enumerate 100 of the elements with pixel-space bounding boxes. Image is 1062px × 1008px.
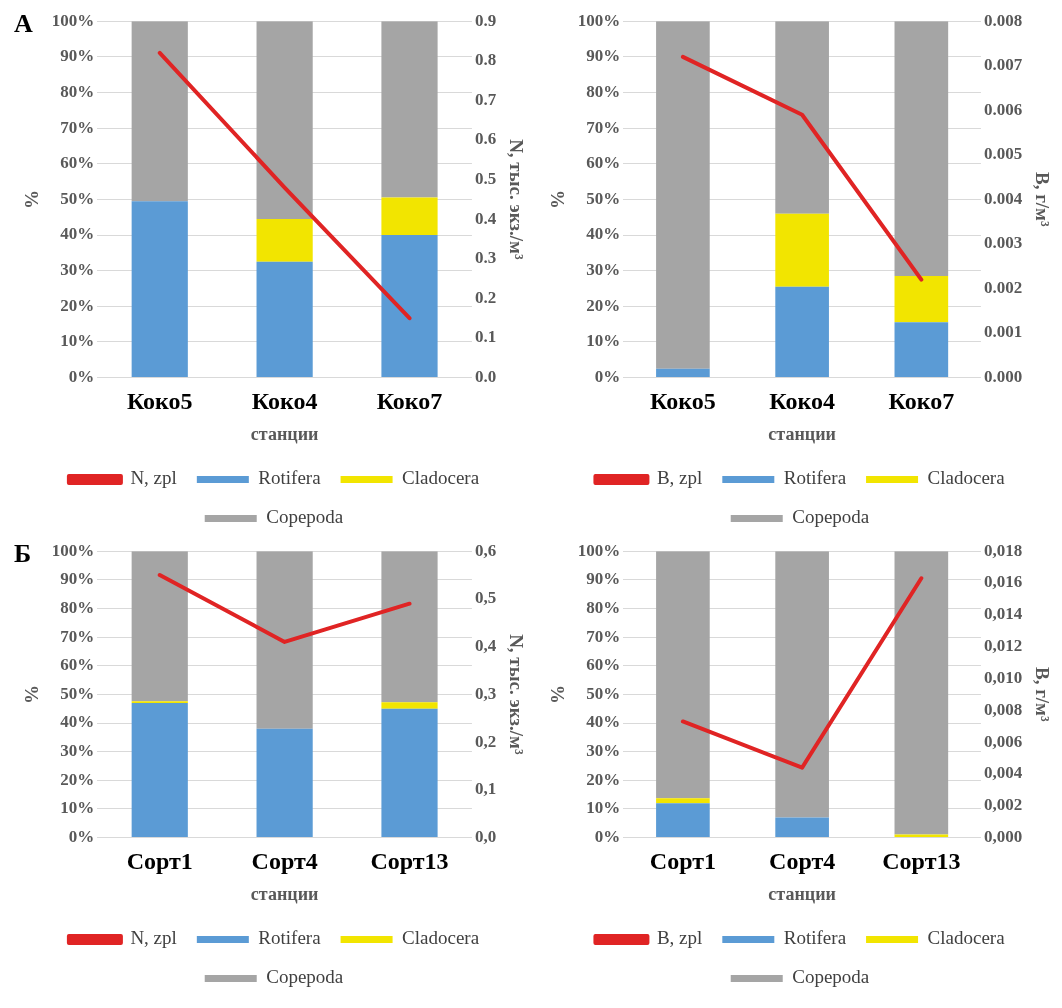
y2-tick-label: 0.7 (474, 89, 497, 109)
legend-label: Cladocera (927, 927, 1006, 949)
bar (131, 702, 188, 838)
x-tick-label: Коко4 (769, 388, 835, 415)
x-tick-label: Коко4 (251, 388, 318, 415)
y-tick-label: 40% (60, 224, 95, 244)
y2-tick-label: 0.9 (474, 10, 497, 30)
legend-label: B, zpl (656, 467, 703, 489)
bar (656, 551, 710, 799)
x-axis-title: станции (768, 423, 836, 444)
legend-label: Rotifera (783, 927, 847, 949)
y2-tick-label: 0,012 (983, 636, 1023, 656)
bar (256, 219, 313, 262)
y2-tick-label: 0,018 (983, 540, 1023, 560)
bar (656, 798, 710, 804)
y-tick-label: 80% (60, 597, 95, 617)
y-tick-label: 20% (586, 295, 621, 315)
x-tick-label: Сорт13 (882, 848, 961, 875)
y2-tick-label: 0,004 (983, 763, 1023, 783)
bar (381, 235, 438, 378)
bar (775, 817, 829, 838)
y2-tick-label: 0.5 (474, 168, 497, 188)
bar (256, 261, 313, 378)
bar (775, 21, 829, 214)
y2-tick-label: 0,006 (983, 731, 1023, 751)
bar (894, 276, 949, 323)
legend-label: Cladocera (927, 467, 1006, 489)
legend-label: Rotifera (783, 467, 847, 489)
legend-label: Copepoda (266, 966, 344, 988)
y-tick-label: 30% (586, 260, 621, 280)
y-tick-label: 60% (586, 655, 621, 675)
y-tick-label: 60% (60, 153, 95, 173)
y2-tick-label: 0.1 (474, 327, 497, 347)
y2-tick-label: 0.3 (474, 248, 497, 268)
y2-tick-label: 0,6 (474, 540, 497, 560)
legend-label: Rotifera (258, 927, 322, 949)
y-tick-label: 30% (586, 741, 621, 761)
x-tick-label: Коко5 (650, 388, 716, 415)
bar (381, 197, 438, 236)
bar (256, 551, 313, 729)
bar (381, 21, 438, 198)
bar (256, 728, 313, 838)
y-tick-label: 100% (577, 540, 621, 560)
y2-tick-label: 0.4 (474, 208, 497, 228)
bar (656, 368, 710, 378)
bar (894, 21, 949, 277)
y-tick-label: 60% (586, 153, 621, 173)
x-tick-label: Коко7 (888, 388, 955, 415)
y2-tick-label: 0.005 (983, 144, 1023, 164)
y2-tick-label: 0.000 (983, 366, 1023, 386)
y-tick-label: 60% (60, 655, 95, 675)
y-tick-label: 80% (586, 597, 621, 617)
y2-tick-label: 0.007 (983, 55, 1023, 75)
text: Б (14, 538, 32, 568)
y2-axis-title: N, тыс. экз./м³ (505, 139, 527, 260)
legend-label: Copepoda (792, 966, 870, 988)
legend-label: Cladocera (402, 927, 480, 949)
x-axis-title: станции (250, 423, 319, 444)
y2-tick-label: 0.8 (474, 50, 497, 70)
x-axis-title: станции (768, 883, 836, 904)
y-tick-label: 90% (60, 46, 95, 66)
y-tick-label: 80% (60, 81, 95, 101)
bar (381, 551, 438, 703)
y2-tick-label: 0.002 (983, 277, 1023, 297)
y-tick-label: 40% (586, 712, 621, 732)
y-tick-label: 10% (60, 798, 95, 818)
y-tick-label: 100% (51, 540, 95, 560)
y-tick-label: 30% (60, 260, 95, 280)
y-tick-label: 20% (60, 295, 95, 315)
bar (381, 708, 438, 838)
y-tick-label: 100% (51, 10, 95, 30)
y-tick-label: 50% (60, 683, 95, 703)
y-axis-title: % (21, 684, 43, 704)
y2-tick-label: 0,000 (983, 826, 1023, 846)
y-tick-label: 70% (586, 626, 621, 646)
y2-axis-title: N, тыс. экз./м³ (505, 634, 527, 755)
y-tick-label: 40% (60, 712, 95, 732)
y2-tick-label: 0,2 (474, 731, 497, 751)
y-tick-label: 70% (60, 117, 95, 137)
bar (775, 286, 829, 378)
bar (775, 213, 829, 287)
y2-tick-label: 0,5 (474, 588, 497, 608)
y2-tick-label: 0.004 (983, 188, 1023, 208)
y-axis-title: % (547, 684, 569, 704)
y-tick-label: 90% (586, 569, 621, 589)
y2-axis-title: B, г/м³ (1031, 667, 1053, 723)
bar (131, 551, 188, 702)
y2-tick-label: 0.001 (983, 322, 1023, 342)
x-tick-label: Коко5 (126, 388, 193, 415)
x-tick-label: Сорт13 (370, 848, 449, 875)
y-tick-label: 50% (586, 683, 621, 703)
y-tick-label: 50% (586, 188, 621, 208)
y-axis-title: % (547, 189, 569, 209)
legend-label: N, zpl (130, 927, 177, 949)
x-axis-title: станции (250, 883, 319, 904)
legend-label: Rotifera (258, 467, 322, 489)
y2-tick-label: 0.6 (474, 129, 497, 149)
x-tick-label: Сорт4 (251, 848, 318, 875)
y-tick-label: 90% (586, 46, 621, 66)
bar (894, 322, 949, 378)
